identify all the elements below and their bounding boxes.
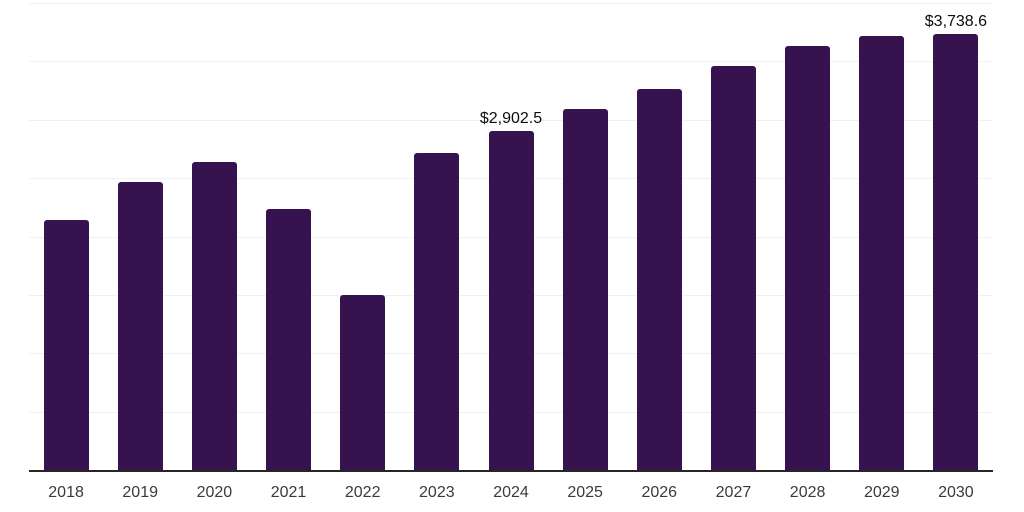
bar-2028 (785, 46, 831, 470)
bar-2029 (859, 35, 905, 470)
data-label-2030: $3,738.6 (924, 12, 988, 30)
bar-2030 (933, 33, 979, 470)
gridline-4000 (29, 3, 993, 4)
gridline-3500 (29, 61, 993, 63)
bar-2023 (414, 153, 460, 470)
x-tick-2022: 2022 (344, 484, 381, 501)
bar-2019 (117, 182, 163, 470)
bar-2026 (636, 88, 682, 470)
x-tick-2025: 2025 (567, 484, 603, 501)
x-tick-2020: 2020 (196, 484, 233, 501)
x-tick-2030: 2030 (938, 484, 974, 501)
bar-2024 (488, 131, 534, 470)
x-tick-2024: 2024 (493, 484, 529, 501)
x-tick-2019: 2019 (122, 484, 158, 501)
bar-2020 (191, 162, 237, 470)
x-tick-2023: 2023 (419, 484, 455, 501)
x-tick-2029: 2029 (863, 484, 900, 501)
data-label-2024: $2,902.5 (479, 110, 543, 128)
x-tick-2028: 2028 (789, 484, 826, 501)
x-tick-2027: 2027 (715, 484, 752, 501)
bar-2027 (710, 66, 756, 470)
x-tick-2021: 2021 (270, 484, 307, 501)
bar-2021 (266, 209, 312, 470)
gridline-3000 (29, 119, 993, 121)
bar-2022 (340, 294, 386, 470)
bar-2025 (562, 108, 608, 470)
bar-2018 (43, 219, 89, 470)
x-tick-2018: 2018 (48, 484, 84, 501)
x-tick-2026: 2026 (641, 484, 678, 501)
x-axis-line (29, 470, 993, 472)
